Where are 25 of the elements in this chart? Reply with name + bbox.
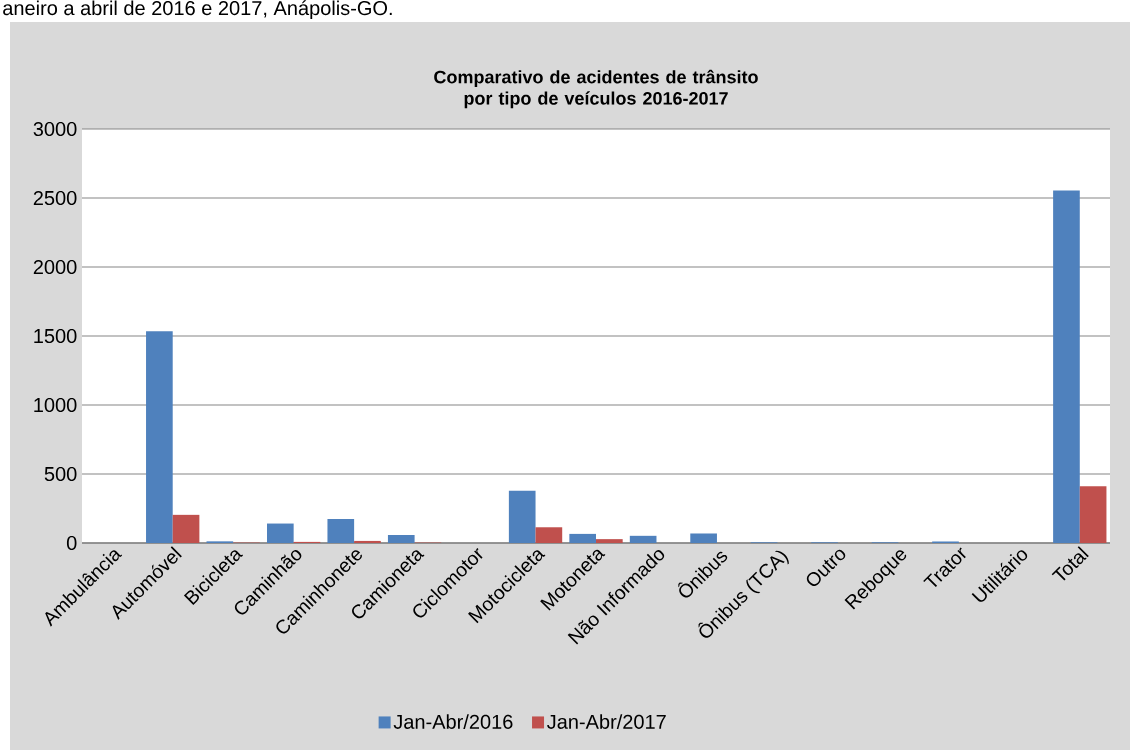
bar [387,535,415,543]
y-tick-label: 1000 [34,397,77,413]
y-tick-label: 2000 [33,259,77,275]
bar [690,533,717,543]
chart-title: Comparativo de acidentes de trânsito por tipo de veículos 2016-2017 [434,69,758,109]
bar [146,331,173,543]
y-tick-label: 500 [44,466,77,482]
bar [569,533,597,543]
bar [354,540,381,543]
bar [596,539,623,543]
y-tick-label: 3000 [33,121,77,137]
text: aneiro a abril de 2016 e 2017, Anápolis-GO. [3,0,392,20]
bar [535,527,563,543]
bar [508,490,536,543]
y-tick-label: 0 [66,535,77,551]
bar [1053,190,1080,543]
bar [1079,486,1107,543]
legend-label: Jan-Abr/2016 [393,714,513,729]
y-tick-label: 1500 [34,328,77,344]
y-tick-label: 2500 [33,190,77,206]
bar [266,523,294,543]
bar [172,514,200,543]
bar [327,518,355,543]
bar [629,535,657,543]
legend-label: Jan-Abr/2017 [547,714,666,729]
